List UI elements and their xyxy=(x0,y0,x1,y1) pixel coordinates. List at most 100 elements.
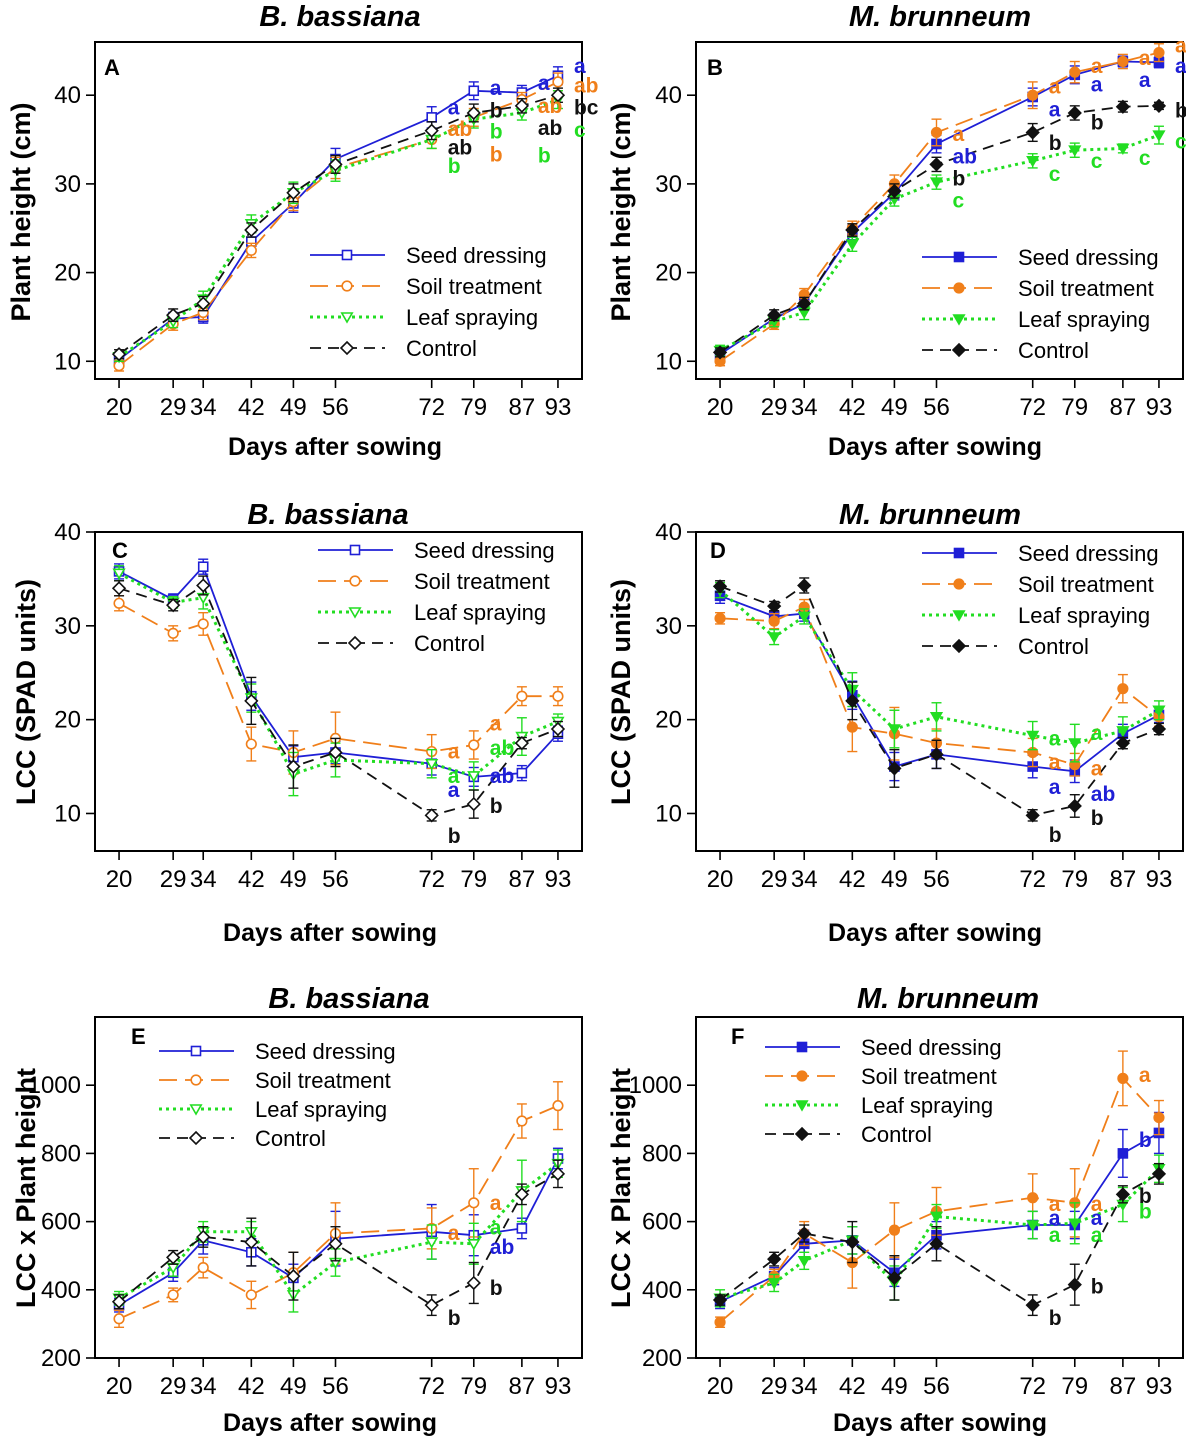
significance-letter: c xyxy=(1049,163,1061,186)
series-line xyxy=(719,60,1160,355)
x-tick-label: 34 xyxy=(190,394,217,421)
plot-frame xyxy=(695,1016,1184,1359)
data-point xyxy=(286,759,301,774)
data-point xyxy=(1067,1277,1082,1292)
significance-letter: b xyxy=(1139,1129,1152,1152)
panel-title: M. brunneum xyxy=(849,1,1031,33)
series-line xyxy=(719,1076,1160,1323)
panel-letter: E xyxy=(131,1024,146,1049)
data-point xyxy=(767,598,782,614)
series-control xyxy=(712,98,1167,360)
x-tick-label: 72 xyxy=(1019,1373,1046,1400)
data-point xyxy=(286,1269,301,1284)
y-tick-label: 40 xyxy=(655,519,682,546)
x-tick-label: 93 xyxy=(545,866,572,893)
significance-letter: a xyxy=(1175,55,1186,78)
y-tick-label: 30 xyxy=(655,613,682,640)
legend-marker xyxy=(189,1104,203,1116)
x-axis-label: Days after sowing xyxy=(223,919,437,947)
series-control xyxy=(712,577,1167,823)
series-line xyxy=(719,1132,1160,1303)
data-point xyxy=(929,1236,944,1251)
x-tick-label: 49 xyxy=(280,866,307,893)
y-tick-label: 30 xyxy=(54,613,81,640)
series-line xyxy=(118,81,559,367)
data-point xyxy=(1116,143,1130,156)
y-axis-label: LCC x Plant height xyxy=(606,1068,636,1308)
data-point xyxy=(1116,726,1130,738)
x-tick-label: 79 xyxy=(1061,1373,1088,1400)
data-point xyxy=(196,296,211,311)
legend-marker xyxy=(795,1100,809,1112)
x-tick-label: 56 xyxy=(923,866,950,893)
data-point xyxy=(196,1229,211,1245)
data-point xyxy=(1151,721,1167,737)
y-axis-label: LCC x Plant height xyxy=(11,1068,41,1308)
x-tick-label: 56 xyxy=(923,1373,950,1400)
data-point xyxy=(714,1316,726,1328)
data-point xyxy=(712,579,728,594)
significance-letter: b xyxy=(490,121,503,144)
x-tick-label: 87 xyxy=(1110,1373,1137,1400)
data-point xyxy=(797,1256,811,1268)
x-tick-label: 93 xyxy=(1146,1373,1173,1400)
significance-letter: a xyxy=(1091,722,1103,745)
data-point xyxy=(768,615,780,627)
legend-marker xyxy=(339,340,355,356)
data-point xyxy=(887,761,902,776)
data-point xyxy=(887,183,902,199)
data-point xyxy=(468,1197,480,1209)
x-tick-label: 93 xyxy=(545,1373,572,1400)
data-point xyxy=(1153,1111,1165,1124)
y-tick-label: 400 xyxy=(642,1277,682,1304)
data-point xyxy=(516,690,528,702)
significance-letter: bc xyxy=(574,97,599,120)
data-point xyxy=(196,578,211,593)
x-axis-label: Days after sowing xyxy=(228,433,442,461)
x-tick-label: 34 xyxy=(791,394,818,421)
data-point xyxy=(552,690,564,702)
series-line xyxy=(118,565,559,778)
x-tick-label: 79 xyxy=(460,866,487,893)
legend-marker xyxy=(952,610,966,622)
legend-label: Leaf spraying xyxy=(255,1097,387,1122)
series-line xyxy=(118,98,559,359)
legend-label: Leaf spraying xyxy=(861,1093,993,1118)
data-point xyxy=(424,808,439,823)
panel-title: M. brunneum xyxy=(857,983,1039,1015)
significance-letter: a xyxy=(574,55,586,78)
series-line xyxy=(118,602,558,754)
data-point xyxy=(1153,47,1165,59)
significance-letter: c xyxy=(574,119,586,142)
x-tick-label: 87 xyxy=(509,866,536,893)
significance-letter: b xyxy=(1139,1200,1152,1223)
significance-letter: a xyxy=(490,77,502,100)
data-point xyxy=(468,739,480,751)
legend-label: Control xyxy=(255,1126,326,1151)
significance-letter: a xyxy=(490,1217,502,1240)
data-point xyxy=(1117,1148,1129,1159)
data-point xyxy=(514,98,530,113)
significance-letter: a xyxy=(490,712,502,735)
data-point xyxy=(113,597,125,609)
x-tick-label: 20 xyxy=(106,394,133,421)
x-tick-label: 93 xyxy=(1146,866,1173,893)
panel-a: B. bassiana A Plant height (cm) Days after … xyxy=(6,1,599,461)
x-tick-label: 49 xyxy=(881,1373,908,1400)
data-point xyxy=(929,712,944,724)
x-tick-label: 87 xyxy=(1110,394,1137,421)
significance-letter: c xyxy=(1139,147,1151,170)
data-point xyxy=(424,123,439,138)
y-tick-label: 20 xyxy=(655,260,682,287)
legend-marker xyxy=(348,607,362,619)
data-point xyxy=(328,157,343,172)
significance-letter: a xyxy=(1091,1224,1103,1247)
data-point xyxy=(425,1237,439,1249)
legend-label: Soil treatment xyxy=(1018,572,1154,597)
y-tick-label: 40 xyxy=(655,82,682,109)
legend-label: Control xyxy=(1018,338,1089,363)
y-tick-label: 1000 xyxy=(629,1072,682,1099)
significance-letter: b xyxy=(952,168,965,191)
significance-letter: b xyxy=(1049,1307,1062,1330)
